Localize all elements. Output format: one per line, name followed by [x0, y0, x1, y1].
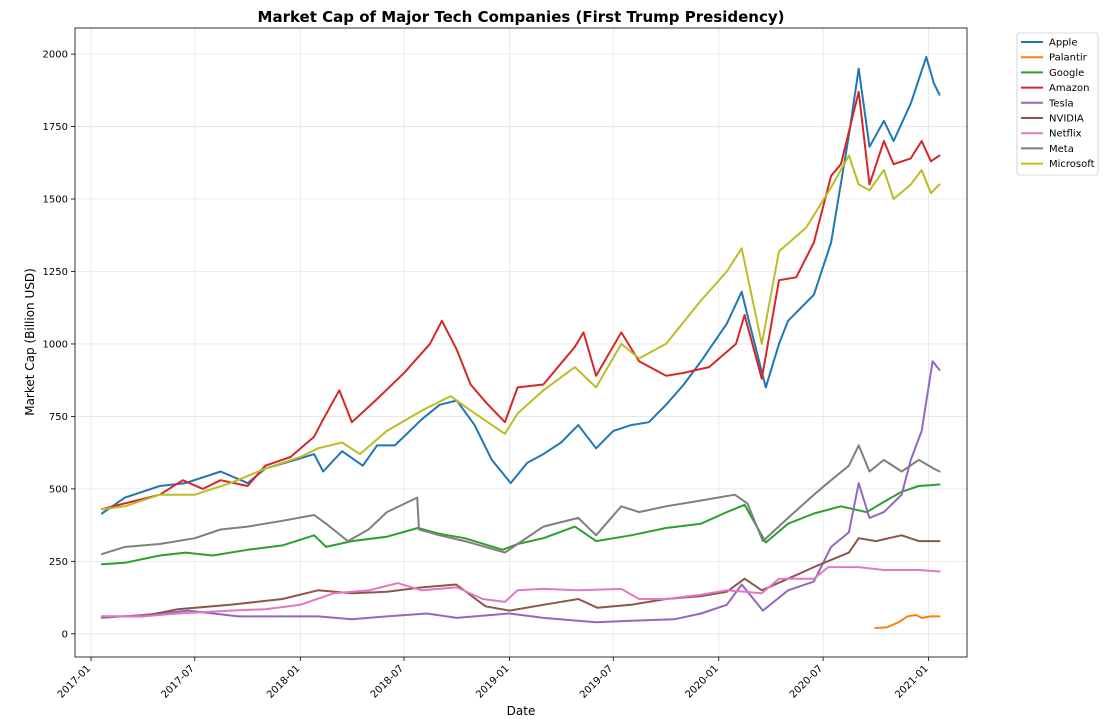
series-line-microsoft: [100, 154, 941, 511]
y-tick-label: 1500: [43, 195, 68, 206]
y-tick-label: 750: [49, 412, 68, 423]
x-tick-label: 2017-01: [56, 663, 93, 700]
series-line-tesla: [100, 360, 941, 624]
x-axis-label: Date: [507, 704, 536, 718]
legend: Apple Palantir Google Amazon Tesla NVIDIA Netf…: [1016, 32, 1099, 176]
x-tick-label: 2019-01: [474, 663, 511, 700]
series-line-nvidia: [100, 534, 941, 618]
series-line-amazon: [100, 90, 941, 511]
y-tick-label: 1000: [43, 339, 68, 350]
legend-label-tesla: Tesla: [1048, 98, 1074, 109]
y-tick-label: 250: [49, 557, 68, 568]
x-tick-label: 2018-07: [369, 663, 406, 700]
chart-title: Market Cap of Major Tech Companies (Firs…: [258, 8, 785, 26]
series-line-netflix: [100, 566, 941, 618]
y-tick-label: 2000: [43, 50, 68, 61]
legend-label-google: Google: [1049, 68, 1084, 79]
legend-label-microsoft: Microsoft: [1049, 159, 1095, 170]
y-tick-label: 1750: [43, 122, 68, 133]
plot-frame: [74, 27, 968, 658]
x-tick-label: 2020-07: [788, 663, 825, 700]
y-axis-ticks: 0 250 500 750 1000 1250 1500 1750 2000: [43, 50, 75, 640]
x-tick-label: 2020-01: [684, 663, 721, 700]
series-line-palantir: [874, 614, 941, 629]
grid: [75, 28, 967, 657]
series-line-meta: [100, 444, 941, 556]
x-tick-label: 2021-01: [893, 663, 930, 700]
y-tick-label: 1250: [43, 267, 68, 278]
x-tick-label: 2018-01: [265, 663, 302, 700]
y-tick-label: 0: [62, 629, 68, 640]
y-tick-label: 500: [49, 484, 68, 495]
legend-label-meta: Meta: [1049, 144, 1074, 155]
x-tick-label: 2017-07: [160, 663, 197, 700]
legend-label-nvidia: NVIDIA: [1049, 114, 1084, 125]
legend-label-apple: Apple: [1049, 38, 1077, 49]
series-layer: [100, 56, 941, 629]
series-line-google: [100, 483, 941, 566]
y-axis-label: Market Cap (Billion USD): [23, 268, 37, 416]
legend-label-netflix: Netflix: [1049, 129, 1082, 140]
x-tick-label: 2019-07: [578, 663, 615, 700]
legend-label-amazon: Amazon: [1049, 83, 1089, 94]
series-line-apple: [100, 56, 941, 515]
legend-box: [1016, 32, 1099, 176]
x-axis-ticks: 2017-01 2017-07 2018-01 2018-07 2019-01 2019-…: [56, 657, 931, 701]
legend-label-palantir: Palantir: [1049, 53, 1088, 64]
